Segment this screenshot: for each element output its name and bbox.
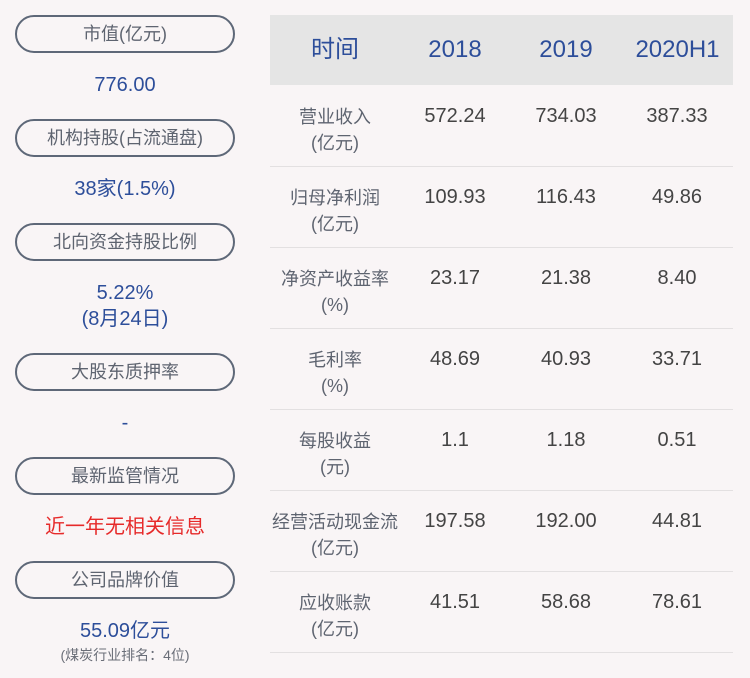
table-cell: 197.58 [424, 510, 486, 532]
row-label: 每股收益 (元) [270, 428, 400, 480]
row-unit: (亿元) [311, 133, 359, 153]
table-cell: 109.93 [424, 186, 486, 208]
table-cell: 1.1 [441, 429, 469, 451]
table-row: 经营活动现金流 (亿元) 197.58 192.00 44.81 [270, 490, 733, 572]
table-row: 营业收入 (亿元) 572.24 734.03 387.33 [270, 85, 733, 167]
row-unit: (%) [321, 376, 349, 396]
regulation-label: 最新监管情况 [15, 457, 235, 495]
row-unit: (%) [321, 295, 349, 315]
row-name: 毛利率 [308, 350, 362, 370]
table-cell: 78.61 [651, 591, 703, 613]
table-row: 每股收益 (元) 1.1 1.18 0.51 [270, 409, 733, 491]
table-cell: 23.17 [429, 267, 481, 289]
row-unit: (亿元) [311, 214, 359, 234]
row-label: 净资产收益率 (%) [270, 266, 400, 318]
regulation-value: 近一年无相关信息 [45, 516, 205, 538]
table-cell: 41.51 [429, 591, 481, 613]
table-cell: 21.38 [540, 267, 592, 289]
row-name: 经营活动现金流 [272, 512, 398, 532]
table-cell: 192.00 [535, 510, 597, 532]
table-row: 归母净利润 (亿元) 109.93 116.43 49.86 [270, 166, 733, 248]
institutional-holding-value: 38家(1.5%) [74, 178, 176, 200]
table-cell: 572.24 [424, 105, 486, 127]
row-name: 应收账款 [299, 593, 371, 613]
northbound-ratio-label: 北向资金持股比例 [15, 223, 235, 261]
table-cell: 0.51 [657, 429, 697, 451]
institutional-holding-label: 机构持股(占流通盘) [15, 119, 235, 157]
row-name: 归母净利润 [290, 188, 380, 208]
table-row: 毛利率 (%) 48.69 40.93 33.71 [270, 328, 733, 410]
header-time: 时间 [311, 36, 359, 63]
table-cell: 44.81 [651, 510, 703, 532]
table-cell: 116.43 [536, 186, 596, 208]
pledge-ratio-value: - [121, 412, 129, 434]
row-name: 营业收入 [299, 107, 371, 127]
brand-rank-note: (煤炭行业排名：4位) [60, 647, 190, 663]
table-cell: 8.40 [657, 267, 697, 289]
row-label: 营业收入 (亿元) [270, 104, 400, 156]
market-cap-label: 市值(亿元) [15, 15, 235, 53]
pledge-ratio-label: 大股东质押率 [15, 353, 235, 391]
table-cell: 33.71 [651, 348, 703, 370]
row-unit: (亿元) [311, 538, 359, 558]
northbound-ratio-date: (8月24日) [81, 308, 169, 330]
header-2018: 2018 [428, 36, 482, 63]
row-label: 应收账款 (亿元) [270, 590, 400, 642]
table-cell: 734.03 [535, 105, 597, 127]
market-cap-value: 776.00 [94, 74, 156, 96]
header-2019: 2019 [539, 36, 593, 63]
table-cell: 40.93 [540, 348, 592, 370]
row-unit: (元) [320, 457, 350, 477]
table-cell: 48.69 [429, 348, 481, 370]
row-name: 每股收益 [299, 431, 371, 451]
row-label: 经营活动现金流 (亿元) [270, 509, 400, 561]
row-label: 归母净利润 (亿元) [270, 185, 400, 237]
table-cell: 58.68 [540, 591, 592, 613]
table-cell: 387.33 [646, 105, 708, 127]
table-cell: 49.86 [651, 186, 703, 208]
brand-value: 55.09亿元 [79, 620, 171, 642]
table-row: 应收账款 (亿元) 41.51 58.68 78.61 [270, 571, 733, 653]
row-name: 净资产收益率 [281, 269, 389, 289]
row-label: 毛利率 (%) [270, 347, 400, 399]
northbound-ratio-value: 5.22% [96, 282, 154, 304]
brand-value-label: 公司品牌价值 [15, 561, 235, 599]
header-2020h1: 2020H1 [635, 36, 720, 63]
table-row: 净资产收益率 (%) 23.17 21.38 8.40 [270, 247, 733, 329]
table-cell: 1.18 [546, 429, 586, 451]
table-header: 时间 2018 2019 2020H1 [270, 15, 733, 85]
row-unit: (亿元) [311, 619, 359, 639]
